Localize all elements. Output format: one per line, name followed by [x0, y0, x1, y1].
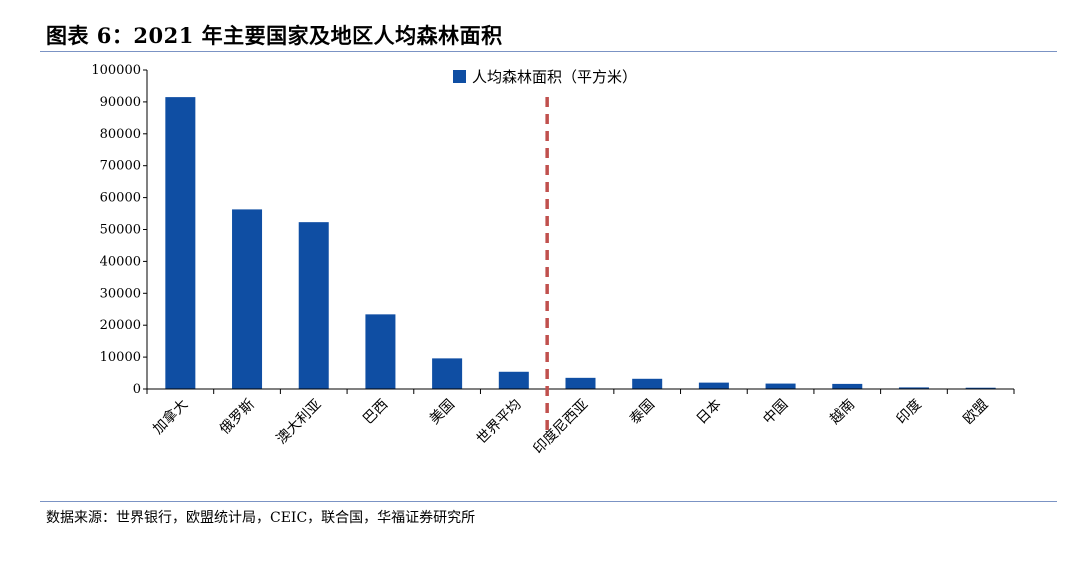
y-tick-label: 70000	[100, 159, 141, 174]
x-tick-label: 印度尼西亚	[531, 397, 592, 458]
y-tick-label: 40000	[100, 254, 141, 269]
bars-group	[165, 97, 996, 390]
bar-9	[765, 383, 796, 389]
y-axis: 0 10000 20000 30000 40000 50000 60000 70000 8000…	[91, 63, 148, 397]
footer-divider	[40, 501, 1057, 502]
x-tick-label: 越南	[827, 397, 858, 428]
bar-1	[232, 209, 263, 389]
legend-label: 人均森林面积（平方米）	[472, 68, 637, 86]
page-title: 图表 6：2021 年主要国家及地区人均森林面积	[46, 23, 503, 48]
x-tick-label: 美国	[427, 397, 458, 428]
bar-7	[632, 378, 663, 389]
bar-6	[565, 377, 596, 389]
y-tick-label: 10000	[100, 350, 141, 365]
x-tick-label: 世界平均	[474, 397, 525, 448]
y-tick-label: 80000	[100, 127, 141, 142]
x-tick-label: 中国	[760, 397, 791, 428]
x-tick-label: 加拿大	[149, 396, 191, 438]
y-tick-label: 90000	[100, 95, 141, 110]
bar-0	[165, 97, 196, 390]
source-note: 数据来源：世界银行，欧盟统计局，CEIC，联合国，华福证券研究所	[46, 510, 476, 526]
bar-8	[698, 382, 729, 389]
x-tick-label: 巴西	[360, 397, 391, 428]
y-tick-label: 50000	[100, 223, 141, 238]
bar-2	[298, 222, 329, 389]
x-tick-label: 印度	[894, 397, 925, 428]
y-tick-label: 30000	[100, 286, 141, 301]
bar-11	[898, 387, 929, 389]
x-tick-label: 欧盟	[960, 397, 991, 428]
legend-swatch	[453, 70, 466, 83]
bar-12	[965, 387, 996, 389]
x-tick-label: 泰国	[627, 397, 658, 428]
y-tick-label: 20000	[100, 318, 141, 333]
bar-10	[832, 383, 863, 389]
x-axis: 加拿大 俄罗斯 澳大利亚 巴西 美国 世界平均 印度尼西亚 泰国 日本 中国 越南 印度 欧盟	[146, 388, 1015, 458]
bar-5	[498, 371, 529, 389]
y-tick-label: 60000	[100, 191, 141, 206]
bar-chart: 0 10000 20000 30000 40000 50000 60000 70000 8000…	[91, 63, 1015, 458]
x-tick-label: 俄罗斯	[217, 397, 258, 438]
header-divider	[40, 51, 1057, 52]
legend: 人均森林面积（平方米）	[453, 68, 637, 86]
x-tick-label: 澳大利亚	[274, 397, 325, 448]
x-tick-label: 日本	[694, 397, 725, 428]
bar-3	[365, 314, 396, 389]
bar-4	[432, 358, 463, 389]
y-tick-label: 0	[133, 382, 141, 397]
y-tick-label: 100000	[91, 63, 141, 78]
